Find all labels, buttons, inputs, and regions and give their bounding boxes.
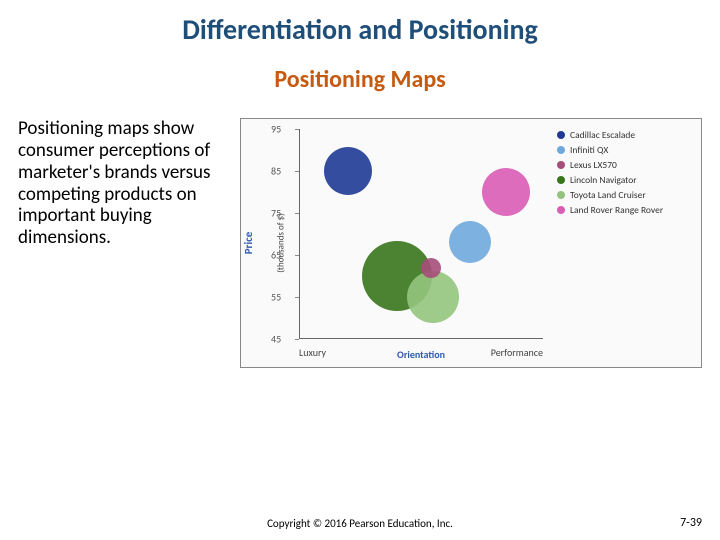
legend-dot-icon — [557, 146, 565, 154]
legend-dot-icon — [557, 206, 565, 214]
positioning-chart: Price (thousands of $) Luxury Performanc… — [240, 118, 702, 368]
legend-label: Toyota Land Cruiser — [570, 189, 646, 201]
legend-item: Lexus LX570 — [557, 159, 695, 171]
y-tick-label: 95 — [271, 123, 281, 136]
y-tick-mark — [295, 297, 299, 298]
slide-subtitle: Positioning Maps — [0, 47, 720, 94]
bubble — [449, 221, 491, 263]
legend-item: Infiniti QX — [557, 144, 695, 156]
x-label-right: Performance — [491, 346, 543, 359]
bubble — [407, 271, 459, 323]
legend-dot-icon — [557, 131, 565, 139]
page-number: 7-39 — [680, 516, 702, 530]
content-row: Positioning maps show consumer perceptio… — [0, 94, 720, 368]
legend-item: Land Rover Range Rover — [557, 204, 695, 216]
y-tick-mark — [295, 171, 299, 172]
legend-label: Land Rover Range Rover — [570, 204, 663, 216]
y-axis-labels: Price (thousands of $) — [241, 119, 299, 367]
y-tick-label: 85 — [271, 165, 281, 178]
y-tick-mark — [295, 339, 299, 340]
y-tick-mark — [295, 255, 299, 256]
legend-label: Cadillac Escalade — [570, 129, 635, 141]
bubble — [421, 258, 441, 278]
y-tick-mark — [295, 129, 299, 130]
legend-label: Infiniti QX — [570, 144, 608, 156]
legend: Cadillac Escalade Infiniti QX Lexus LX570 L… — [551, 119, 701, 367]
legend-label: Lincoln Navigator — [570, 174, 637, 186]
y-tick-label: 75 — [271, 207, 281, 220]
slide-title: Differentiation and Positioning — [0, 0, 720, 47]
y-axis-line — [299, 129, 300, 339]
legend-dot-icon — [557, 191, 565, 199]
bubble — [324, 147, 372, 195]
legend-item: Lincoln Navigator — [557, 174, 695, 186]
y-tick-label: 55 — [271, 291, 281, 304]
bubble — [482, 168, 530, 216]
legend-dot-icon — [557, 176, 565, 184]
x-axis-title: Orientation — [397, 348, 445, 361]
x-label-left: Luxury — [299, 346, 326, 359]
y-axis-subtitle: (thousands of $) — [275, 213, 286, 273]
legend-label: Lexus LX570 — [570, 159, 617, 171]
legend-item: Toyota Land Cruiser — [557, 189, 695, 201]
plot-area: Luxury Performance Orientation 455565758… — [299, 129, 543, 339]
body-text: Positioning maps show consumer perceptio… — [18, 118, 228, 368]
legend-dot-icon — [557, 161, 565, 169]
legend-item: Cadillac Escalade — [557, 129, 695, 141]
x-axis-line — [299, 338, 543, 339]
y-tick-mark — [295, 213, 299, 214]
y-tick-label: 65 — [271, 249, 281, 262]
y-tick-label: 45 — [271, 333, 281, 346]
copyright: Copyright © 2016 Pearson Education, Inc. — [267, 517, 453, 530]
y-axis-title: Price — [242, 232, 255, 255]
